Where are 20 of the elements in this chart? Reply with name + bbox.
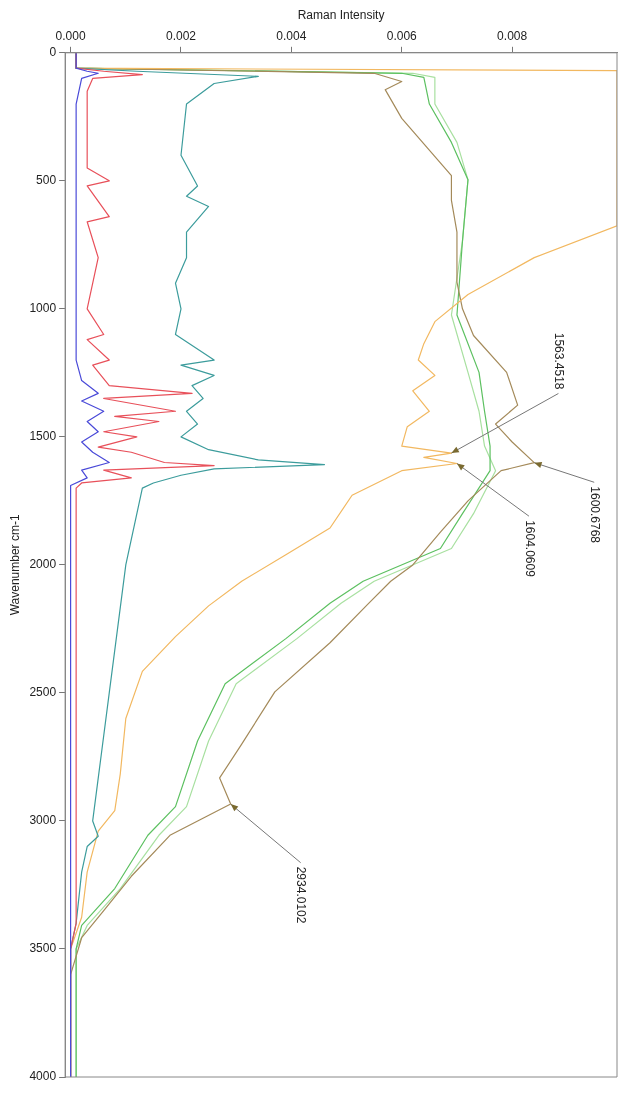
- x-tick-label: 0.002: [165, 28, 197, 43]
- annotation: 1600.6768: [587, 486, 602, 544]
- annotation: 1604.0609: [522, 520, 537, 578]
- y-tick-label: 2000: [29, 557, 57, 572]
- annotation: 1563.4518: [552, 332, 567, 390]
- y-tick-label: 0: [49, 45, 57, 60]
- y-tick-label: 4000: [29, 1069, 57, 1084]
- y-tick-label: 500: [36, 173, 57, 188]
- y-tick-label: 1000: [29, 301, 57, 316]
- annotation: 2934.0102: [294, 866, 309, 924]
- y-tick-label: 3500: [29, 941, 57, 956]
- x-tick-label: 0.004: [276, 28, 307, 43]
- y-axis-title: Wavenumber cm-1: [7, 514, 22, 616]
- y-tick-label: 1500: [29, 429, 57, 444]
- x-tick-label: 0.006: [386, 28, 418, 43]
- y-tick-label: 3000: [29, 813, 57, 828]
- x-tick-label: 0.008: [497, 28, 528, 43]
- x-axis-title: Raman Intensity: [297, 7, 385, 22]
- y-tick-label: 2500: [29, 685, 57, 700]
- x-tick-label: 0.000: [55, 28, 86, 43]
